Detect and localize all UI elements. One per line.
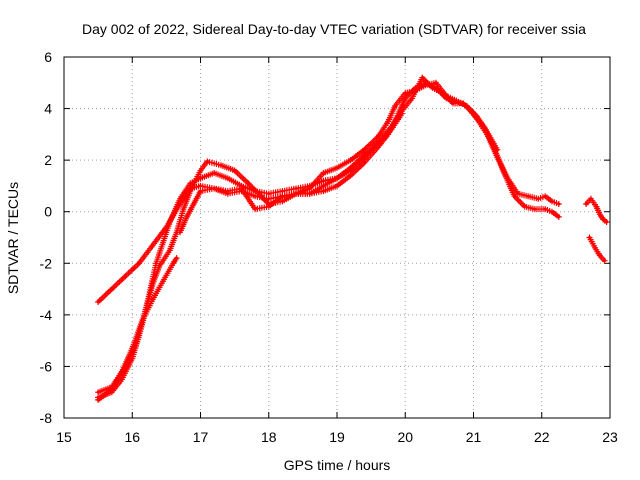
series-markers [583, 195, 610, 225]
series-track-2 [95, 74, 562, 396]
y-tick-label: -2 [40, 255, 53, 271]
series-markers [95, 255, 180, 403]
y-axis-label: SDTVAR / TECUs [5, 182, 21, 294]
series-track-7 [586, 234, 608, 264]
chart-title: Day 002 of 2022, Sidereal Day-to-day VTE… [82, 21, 586, 37]
y-tick-label: 0 [44, 204, 52, 220]
grid-lines [64, 57, 610, 418]
series-track-5 [177, 110, 405, 236]
x-tick-label: 20 [397, 429, 413, 445]
x-axis-label: GPS time / hours [284, 457, 391, 473]
y-tick-label: -4 [40, 307, 53, 323]
x-tick-label: 22 [534, 429, 550, 445]
x-tick-label: 19 [329, 429, 345, 445]
series-markers [177, 110, 405, 236]
y-tick-label: 2 [44, 152, 52, 168]
x-axis-ticks: 15 16 17 18 19 20 21 22 23 [56, 57, 618, 445]
y-tick-label: -6 [40, 358, 53, 374]
y-tick-label: 4 [44, 101, 52, 117]
data-marks [95, 74, 610, 403]
x-tick-label: 23 [602, 429, 618, 445]
y-tick-label: 6 [44, 49, 52, 65]
series-track-1 [95, 79, 562, 305]
x-tick-label: 16 [124, 429, 140, 445]
y-axis-ticks: -8 -6 -4 -2 0 2 4 6 [40, 49, 610, 426]
y-tick-label: -8 [40, 410, 53, 426]
series-track-4 [95, 255, 180, 403]
series-markers [95, 79, 562, 305]
series-markers [586, 234, 608, 264]
x-tick-label: 18 [261, 429, 277, 445]
x-tick-label: 15 [56, 429, 72, 445]
x-tick-label: 21 [466, 429, 482, 445]
x-tick-label: 17 [193, 429, 209, 445]
series-track-6 [583, 195, 610, 225]
plot-frame [63, 56, 611, 419]
series-markers [95, 74, 562, 396]
